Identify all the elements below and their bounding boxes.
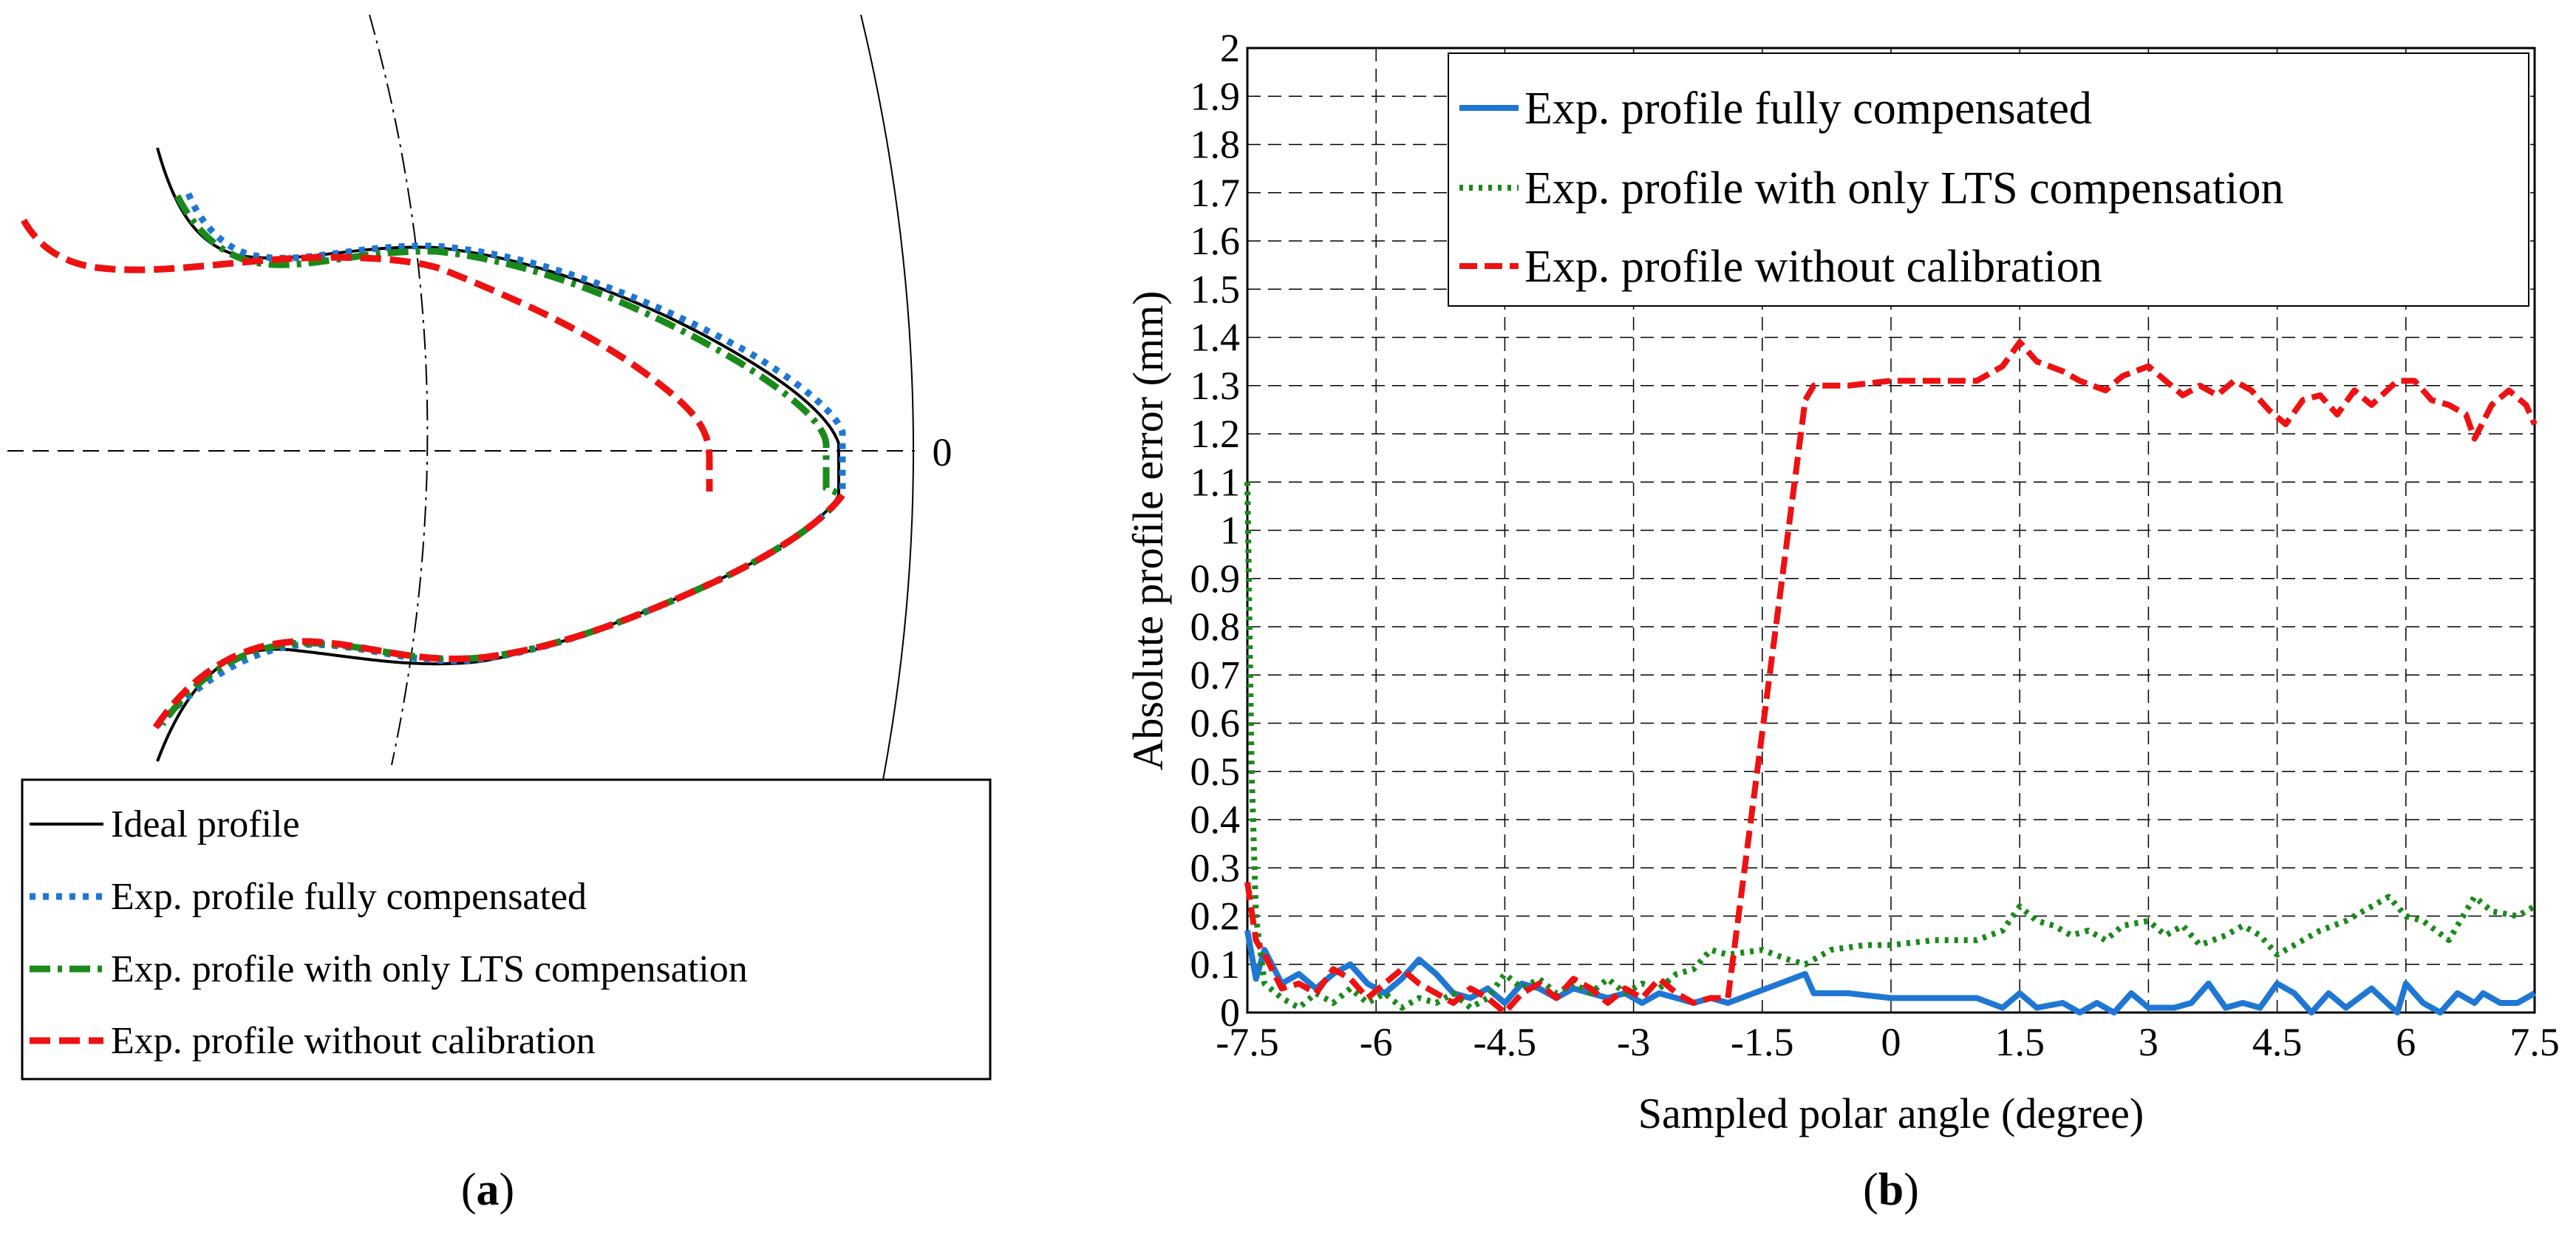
- b-y-tick-label: 1.6: [1190, 219, 1241, 263]
- b-x-tick-label: -4.5: [1473, 1020, 1536, 1064]
- b-x-tick-label: -7.5: [1216, 1020, 1278, 1064]
- b-y-ticks: 00.10.20.30.40.50.60.70.80.911.11.21.31.…: [1190, 26, 1241, 1035]
- b-x-tick-label: -6: [1360, 1020, 1393, 1064]
- b-series: [1244, 339, 2538, 1015]
- b-x-tick-label: 6: [2396, 1020, 2416, 1064]
- panel-a-polar-profile: 0 Ideal profile Exp. profile fully compe…: [7, 14, 992, 1215]
- b-x-tick-label: 7.5: [2509, 1020, 2560, 1064]
- zero-label: 0: [933, 430, 953, 474]
- b-y-tick-label: 2: [1220, 26, 1240, 70]
- legend-a-box: [21, 778, 992, 1081]
- legend-a-entry-fully: Exp. profile fully compensated: [30, 876, 587, 918]
- legend-a-label-without: Exp. profile without calibration: [111, 1020, 596, 1062]
- b-y-tick-label: 0: [1220, 990, 1240, 1035]
- legend-a-entry-ideal: Ideal profile: [30, 803, 300, 846]
- b-series-lts-only: [1244, 482, 2536, 1011]
- b-x-tick-label: 0: [1881, 1020, 1901, 1064]
- legend-a-entry-without: Exp. profile without calibration: [30, 1020, 596, 1062]
- a-series-without-calibration: [21, 218, 845, 730]
- legend-b-label-without: Exp. profile without calibration: [1524, 242, 2102, 292]
- b-y-tick-label: 1.3: [1190, 364, 1241, 408]
- b-y-axis-label: Absolute profile error (mm): [1124, 290, 1172, 770]
- b-y-tick-label: 0.4: [1190, 797, 1241, 842]
- b-y-tick-label: 0.9: [1190, 557, 1241, 601]
- b-y-tick-label: 0.1: [1190, 942, 1241, 987]
- b-series-fully-compensated: [1244, 930, 2536, 1015]
- legend-b-label-lts: Exp. profile with only LTS compensation: [1524, 163, 2283, 214]
- b-x-tick-label: -3: [1617, 1020, 1650, 1064]
- legend-b-box: [1448, 52, 2529, 307]
- legend-a-label-fully: Exp. profile fully compensated: [111, 876, 587, 918]
- b-y-tick-label: 0.3: [1190, 846, 1241, 890]
- b-y-tick-label: 1.8: [1190, 123, 1241, 167]
- a-series-ideal-profile: [156, 147, 840, 762]
- b-x-tick-label: 4.5: [2252, 1020, 2303, 1064]
- b-x-ticks: -7.5 -6 -4.5 -3 -1.5 0 1.5 3 4.5 6 7.5: [1216, 1020, 2559, 1064]
- b-y-tick-label: 1.1: [1190, 460, 1241, 504]
- legend-b-entry-without: Exp. profile without calibration: [1459, 242, 2102, 292]
- b-y-tick-label: 1.2: [1190, 412, 1241, 456]
- a-series-lts-only: [160, 194, 848, 727]
- b-y-tick-label: 0.8: [1190, 605, 1241, 649]
- caption-b: (b): [1863, 1165, 1919, 1215]
- b-y-tick-label: 1.5: [1190, 267, 1241, 311]
- b-x-tick-label: 1.5: [1994, 1020, 2045, 1064]
- b-y-tick-label: 1.4: [1190, 316, 1241, 360]
- b-y-tick-label: 0.5: [1190, 749, 1241, 794]
- b-x-tick-label: 3: [2139, 1020, 2158, 1064]
- panel-b-error-chart: 00.10.20.30.40.50.60.70.80.911.11.21.31.…: [1124, 26, 2560, 1215]
- b-y-tick-label: 1.7: [1190, 171, 1241, 215]
- b-y-tick-label: 0.7: [1190, 653, 1241, 697]
- b-y-tick-label: 0.6: [1190, 701, 1241, 746]
- legend-b-label-fully: Exp. profile fully compensated: [1524, 84, 2092, 134]
- legend-a-entry-lts: Exp. profile with only LTS compensation: [30, 948, 748, 990]
- b-x-axis-label: Sampled polar angle (degree): [1638, 1089, 2144, 1137]
- b-series-without-calibration: [1244, 339, 2538, 1015]
- b-y-tick-label: 1: [1220, 508, 1240, 553]
- legend-a-label-lts: Exp. profile with only LTS compensation: [111, 948, 748, 990]
- b-y-tick-label: 0.2: [1190, 894, 1241, 939]
- legend-b-entry-lts: Exp. profile with only LTS compensation: [1459, 163, 2283, 214]
- b-y-tick-label: 1.9: [1190, 74, 1241, 118]
- reference-arc-outer: [860, 14, 915, 780]
- legend-a-label-ideal: Ideal profile: [111, 803, 300, 846]
- b-x-tick-label: -1.5: [1731, 1020, 1793, 1064]
- caption-a: (a): [461, 1165, 514, 1215]
- legend-b-entry-fully: Exp. profile fully compensated: [1459, 84, 2092, 134]
